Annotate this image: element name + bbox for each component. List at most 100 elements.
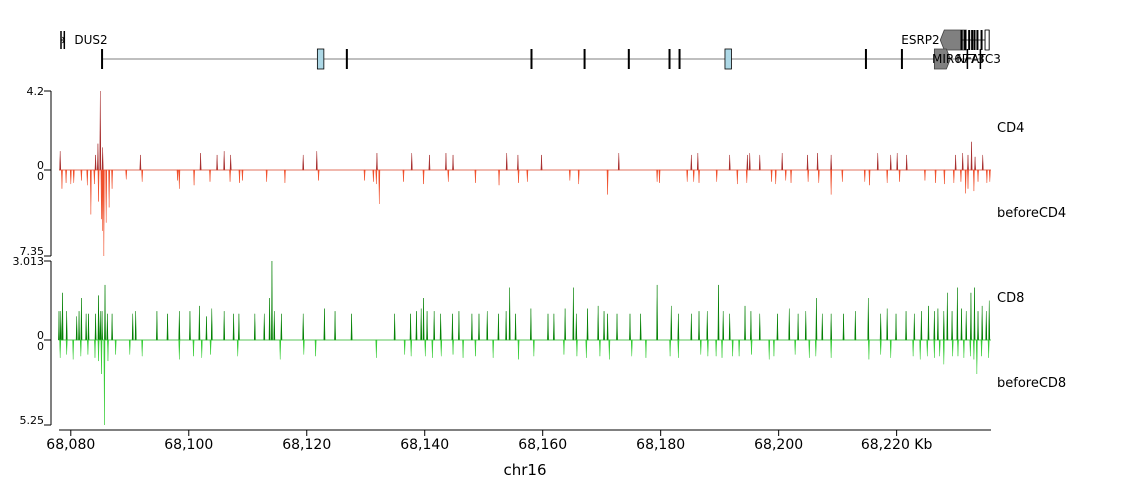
data-spike bbox=[315, 151, 318, 171]
data-spike bbox=[178, 339, 181, 360]
data-spike bbox=[804, 311, 807, 341]
exon-mark bbox=[966, 49, 969, 69]
data-spike bbox=[669, 339, 671, 357]
data-spike bbox=[139, 154, 142, 171]
data-spike bbox=[933, 311, 936, 341]
data-spike bbox=[209, 339, 212, 355]
y-tick-label: 0 bbox=[37, 170, 44, 183]
data-spike bbox=[111, 169, 113, 189]
data-spike bbox=[973, 339, 975, 360]
data-spike bbox=[698, 311, 700, 341]
data-spike bbox=[980, 339, 983, 357]
track-label: beforeCD8 bbox=[997, 376, 1066, 391]
data-spike bbox=[988, 169, 991, 182]
data-spike bbox=[424, 339, 427, 357]
data-spike bbox=[886, 169, 889, 183]
data-spike bbox=[372, 169, 375, 182]
data-spike bbox=[886, 308, 889, 341]
data-spike bbox=[868, 339, 870, 360]
data-spike bbox=[363, 169, 366, 181]
data-spike bbox=[670, 305, 673, 341]
data-spike bbox=[603, 311, 605, 341]
data-spike bbox=[402, 169, 405, 182]
data-spike bbox=[451, 313, 454, 341]
data-spike bbox=[975, 339, 978, 375]
x-tick-label: 68,160 bbox=[518, 437, 567, 453]
gene-label: NFATC3 bbox=[956, 52, 1001, 66]
data-spike bbox=[790, 169, 792, 183]
exon-mark bbox=[345, 49, 348, 69]
data-spike bbox=[977, 169, 979, 182]
data-spike bbox=[806, 154, 809, 171]
data-spike bbox=[505, 311, 507, 341]
data-spike bbox=[141, 169, 144, 182]
data-spike bbox=[440, 339, 443, 357]
data-spike bbox=[830, 313, 832, 341]
exon-mark bbox=[678, 49, 681, 69]
data-spike bbox=[86, 169, 89, 186]
data-spike bbox=[957, 339, 959, 357]
data-spike bbox=[75, 316, 78, 341]
data-spike bbox=[814, 339, 817, 357]
data-spike bbox=[784, 169, 787, 181]
data-spike bbox=[265, 169, 268, 182]
data-spike bbox=[876, 153, 879, 171]
data-spike bbox=[696, 153, 699, 171]
data-spike bbox=[895, 313, 897, 341]
data-spike bbox=[797, 313, 799, 341]
x-axis: chr16 68,080 68,100 68,120 68,140 68,160 68,1… bbox=[46, 429, 991, 479]
data-spike bbox=[350, 313, 353, 341]
data-spike bbox=[934, 169, 937, 183]
data-spike bbox=[79, 339, 82, 357]
data-spike bbox=[114, 339, 117, 355]
data-spike bbox=[97, 339, 100, 362]
data-spike bbox=[105, 169, 108, 223]
data-spike bbox=[951, 339, 954, 357]
data-spike bbox=[942, 339, 945, 365]
data-spike bbox=[474, 169, 477, 183]
data-spike bbox=[630, 339, 633, 357]
data-spike bbox=[302, 154, 305, 171]
data-spike bbox=[166, 313, 169, 341]
data-spike bbox=[946, 292, 949, 341]
data-spike bbox=[428, 154, 431, 171]
data-spike bbox=[314, 339, 317, 357]
data-spike bbox=[965, 311, 968, 341]
data-spike bbox=[426, 311, 428, 341]
data-spike bbox=[770, 169, 773, 182]
data-spike bbox=[452, 339, 454, 355]
data-spike bbox=[229, 169, 231, 182]
data-spike bbox=[842, 313, 845, 341]
data-spike bbox=[420, 308, 423, 341]
data-spike bbox=[608, 339, 611, 360]
data-spike bbox=[107, 339, 109, 362]
data-spike bbox=[492, 339, 495, 358]
data-spike bbox=[721, 339, 723, 358]
data-spike bbox=[279, 339, 282, 360]
data-spike bbox=[229, 154, 232, 171]
exon-mark bbox=[979, 49, 982, 69]
data-spike bbox=[585, 339, 588, 358]
data-spike bbox=[956, 287, 959, 341]
exon-mark bbox=[583, 49, 586, 69]
data-spike bbox=[232, 313, 235, 341]
data-spike bbox=[776, 313, 779, 341]
data-spike bbox=[334, 311, 336, 341]
data-spike bbox=[905, 311, 907, 341]
data-spike bbox=[677, 313, 680, 341]
data-spike bbox=[59, 311, 62, 341]
data-spike bbox=[85, 313, 87, 341]
data-spike bbox=[433, 311, 436, 341]
data-spike bbox=[61, 169, 63, 189]
data-spike bbox=[65, 339, 68, 355]
data-spike bbox=[452, 154, 454, 171]
data-spike bbox=[540, 154, 543, 171]
x-tick-label: 68,140 bbox=[400, 437, 449, 453]
data-spike bbox=[128, 339, 131, 355]
data-spike bbox=[841, 169, 844, 182]
y-tick-label: 4.2 bbox=[27, 85, 45, 98]
data-spike bbox=[645, 339, 647, 358]
data-spike bbox=[323, 308, 326, 341]
data-spike bbox=[474, 339, 477, 357]
data-spike bbox=[728, 154, 731, 171]
